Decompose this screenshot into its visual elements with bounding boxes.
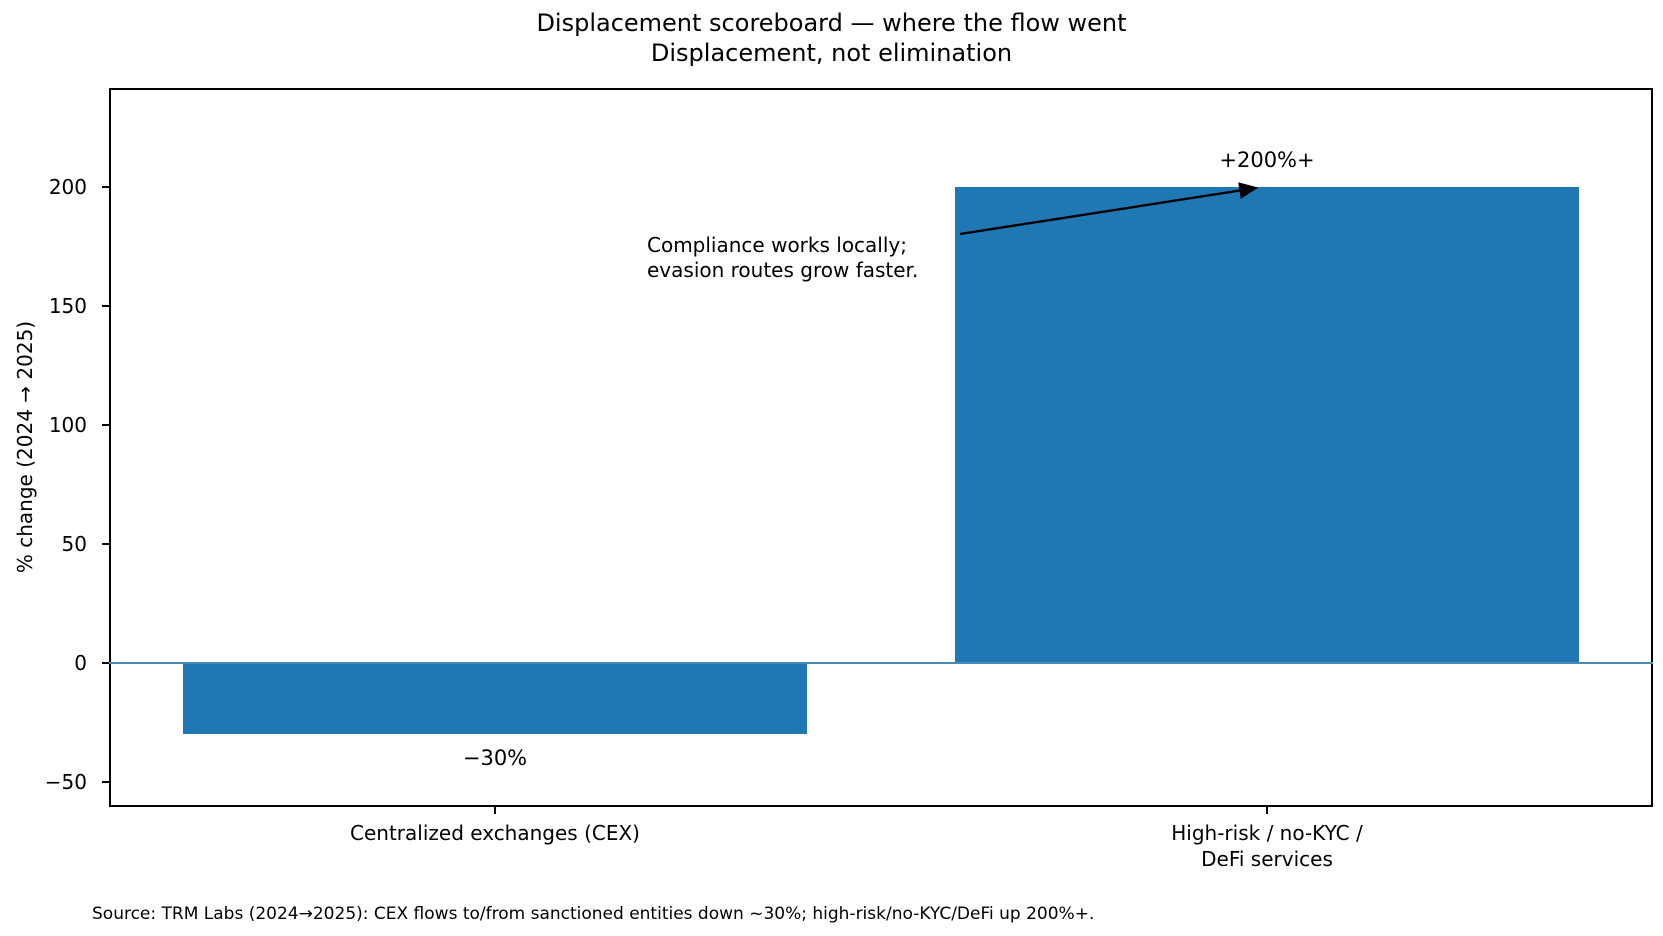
x-tick-mark [1266,807,1268,814]
zero-baseline [109,662,1653,664]
bar-value-label: −30% [462,746,528,771]
chart-title-line1: Displacement scoreboard — where the flow… [536,9,1127,37]
y-tick-label: 100 [48,413,87,437]
y-tick-label: 200 [48,175,87,199]
y-tick-label: 0 [74,651,87,675]
x-tick-label: Centralized exchanges (CEX) [350,821,640,845]
y-tick-label: −50 [44,770,87,794]
y-tick-mark [102,305,109,307]
x-tick-label: High-risk / no-KYC / DeFi services [1171,821,1363,871]
bar [183,663,807,735]
y-axis-label: % change (2024 → 2025) [13,320,37,574]
y-tick-mark [102,186,109,188]
bar-value-label: +200%+ [1219,148,1315,172]
y-tick-mark [102,662,109,664]
annotation-text: Compliance works locally; evasion routes… [647,233,919,282]
y-tick-label: 50 [61,532,87,556]
bar [955,187,1579,663]
chart-title-line2: Displacement, not elimination [650,39,1013,67]
source-note: Source: TRM Labs (2024→2025): CEX flows … [92,904,1095,924]
y-tick-mark [102,424,109,426]
y-tick-mark [102,781,109,783]
x-tick-mark [494,807,496,814]
y-tick-label: 150 [48,294,87,318]
chart-title: Displacement scoreboard — where the flow… [0,8,1663,68]
y-tick-mark [102,543,109,545]
